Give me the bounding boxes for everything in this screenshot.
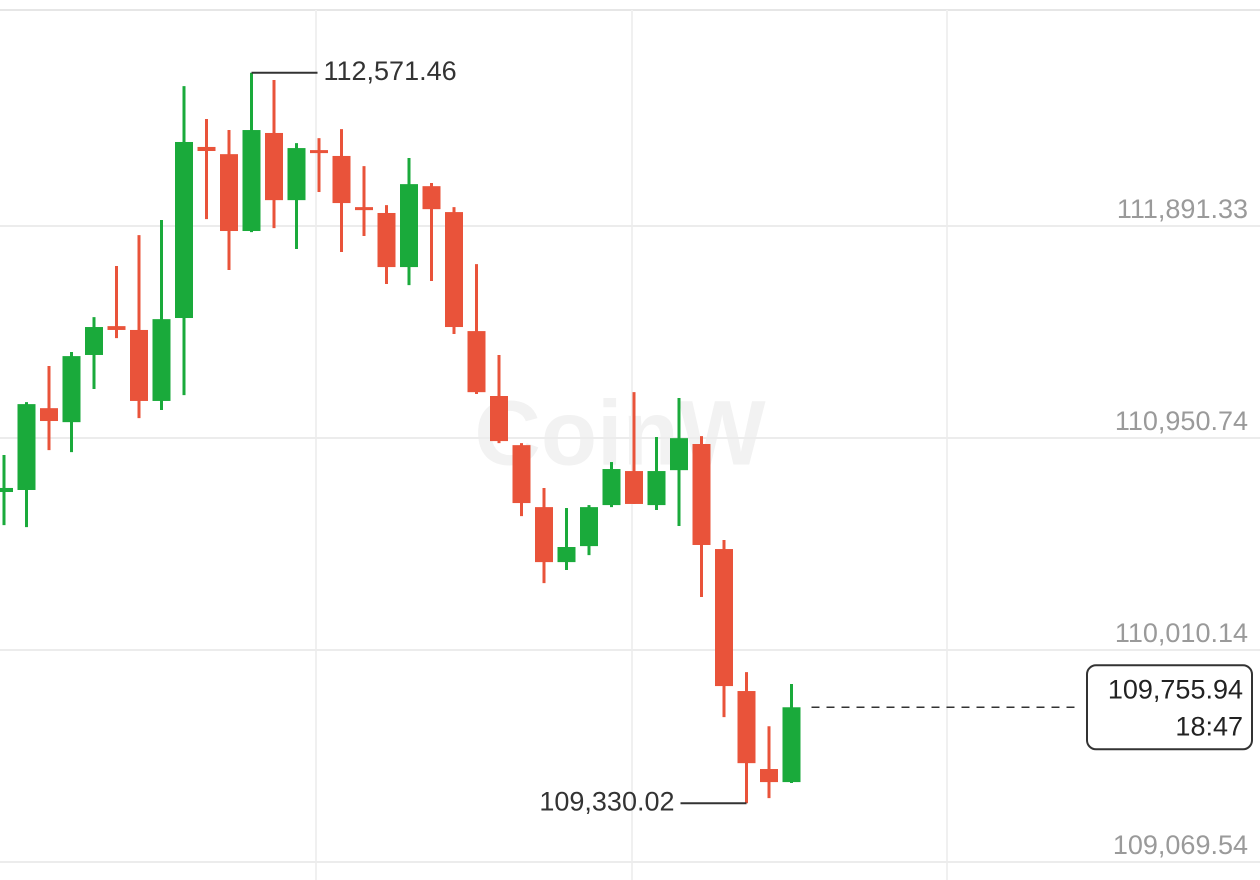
candle-body [310, 150, 328, 154]
candle-body [130, 329, 148, 401]
candle-body [85, 327, 103, 355]
candle-body [332, 155, 351, 204]
candle-body [220, 154, 238, 232]
candle-body [377, 212, 396, 268]
high-marker-label: 112,571.46 [324, 56, 457, 86]
candle-body [265, 132, 283, 201]
y-tick-label: 110,010.14 [1115, 618, 1248, 648]
candle-body [107, 326, 126, 330]
candle-body [287, 148, 306, 201]
candle-body [647, 471, 666, 506]
candle-body [512, 445, 531, 504]
candle-body [760, 769, 778, 783]
candle-body [152, 319, 171, 401]
candle-body [17, 404, 36, 490]
y-tick-label: 109,069.54 [1113, 830, 1248, 860]
candle-body [715, 549, 733, 687]
candle-body [490, 396, 508, 442]
candle-body [445, 212, 463, 328]
last-price-label: 109,755.94 [1108, 674, 1243, 704]
candle-body [670, 438, 688, 471]
y-tick-label: 110,950.74 [1115, 406, 1248, 436]
candle-body [782, 707, 801, 783]
candle-body [625, 471, 643, 504]
candle-body [175, 141, 193, 319]
candle-body [737, 691, 756, 764]
candle-body [242, 130, 261, 232]
candle-body [62, 356, 81, 423]
y-tick-label: 111,891.33 [1117, 194, 1248, 224]
low-marker-label: 109,330.02 [539, 786, 674, 816]
candle-body [197, 146, 216, 152]
candle-body [535, 507, 553, 563]
candle-body [400, 184, 418, 268]
candle-body [580, 507, 598, 547]
last-price-box [1086, 664, 1253, 751]
candle-body [602, 469, 621, 506]
candle-body [467, 331, 486, 393]
candle-body [40, 408, 58, 422]
candle-body [692, 444, 711, 545]
candle-body [0, 487, 13, 493]
countdown-label: 18:47 [1175, 711, 1243, 741]
candle-body [355, 207, 373, 211]
candle-body [422, 186, 441, 210]
candle-body [557, 547, 576, 563]
